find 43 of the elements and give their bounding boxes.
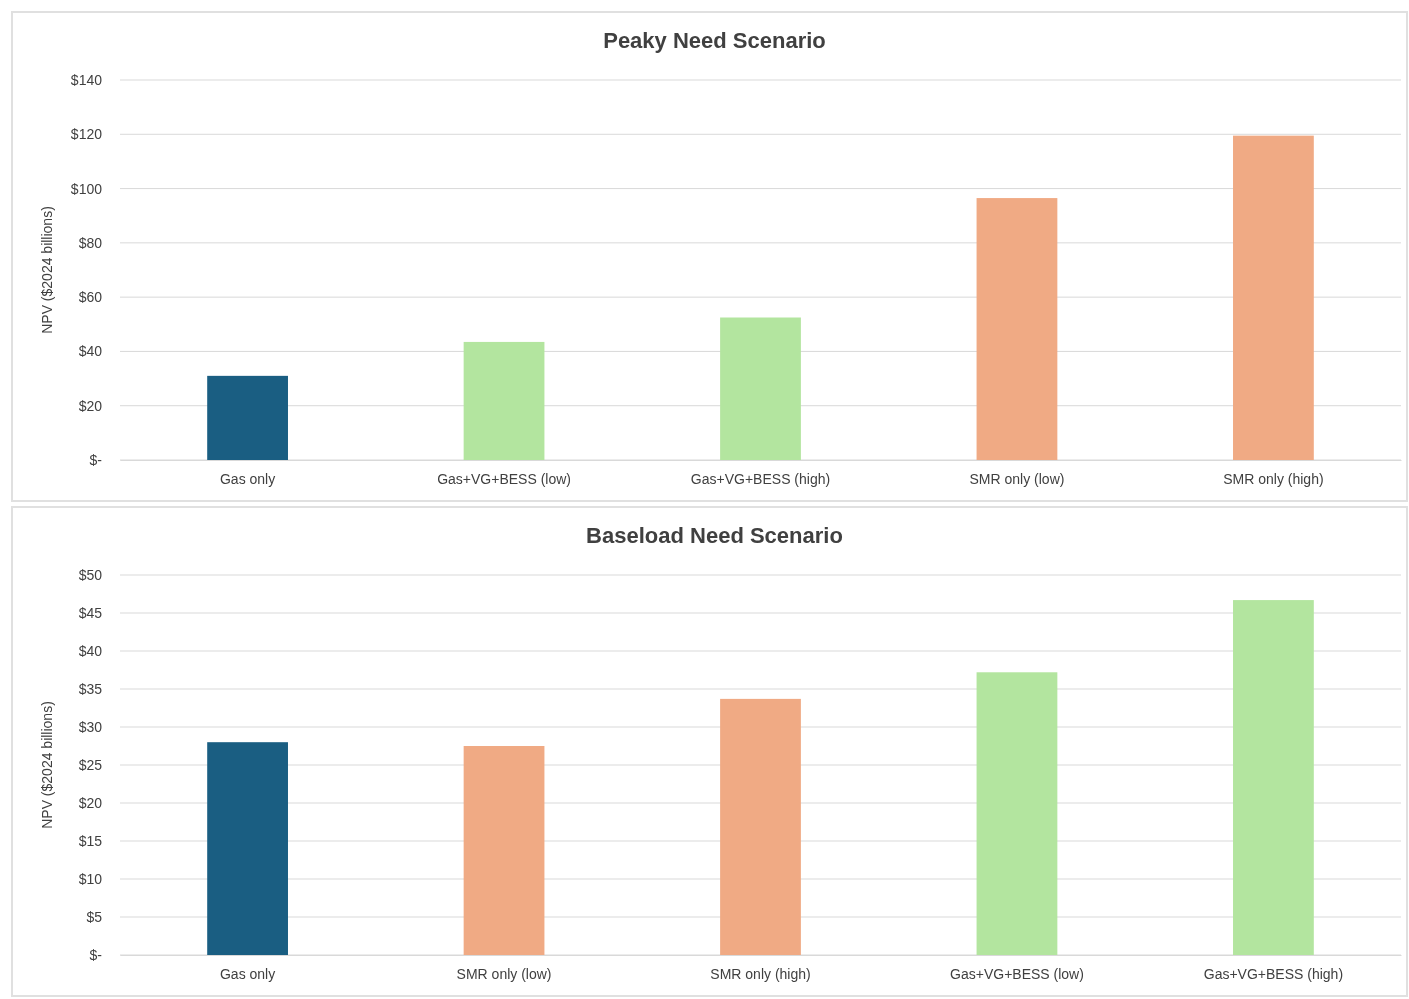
y-tick-label: $15 xyxy=(78,832,103,849)
x-tick-label: SMR only (high) xyxy=(1223,470,1324,487)
y-tick-label: $30 xyxy=(78,718,103,735)
bar xyxy=(1233,600,1314,955)
y-tick-label: $10 xyxy=(78,870,103,887)
bar xyxy=(463,746,545,955)
x-tick-label: Gas+VG+BESS (high) xyxy=(1203,965,1344,982)
y-tick-label: $20 xyxy=(78,397,103,414)
y-axis-title: NPV ($2024 billions) xyxy=(39,701,55,829)
x-tick-label: Gas+VG+BESS (low) xyxy=(437,470,571,487)
x-tick-label: Gas only xyxy=(219,965,276,982)
x-tick-label: SMR only (low) xyxy=(456,965,552,982)
y-tick-label: $40 xyxy=(78,343,103,360)
y-tick-label: $40 xyxy=(78,642,103,659)
y-tick-label: $25 xyxy=(78,756,103,773)
bar xyxy=(720,698,801,955)
bar xyxy=(720,317,801,460)
y-tick-label: $35 xyxy=(78,680,103,697)
x-tick-label: SMR only (high) xyxy=(710,965,811,982)
x-tick-label: Gas+VG+BESS (low) xyxy=(950,965,1084,982)
y-axis-title: NPV ($2024 billions) xyxy=(39,206,55,334)
bar xyxy=(976,672,1058,955)
y-tick-label: $45 xyxy=(78,604,103,621)
y-tick-label: $120 xyxy=(70,126,103,143)
bar xyxy=(207,375,288,460)
y-tick-label: $- xyxy=(89,451,103,468)
y-tick-label: $20 xyxy=(78,794,103,811)
chart-title: Baseload Need Scenario xyxy=(586,523,843,548)
x-tick-label: Gas only xyxy=(219,470,276,487)
x-tick-label: Gas+VG+BESS (high) xyxy=(690,470,831,487)
y-tick-label: $- xyxy=(89,946,103,963)
y-tick-label: $140 xyxy=(70,71,103,88)
bar xyxy=(463,341,545,460)
chart-title: Peaky Need Scenario xyxy=(603,28,826,53)
y-tick-label: $60 xyxy=(78,289,103,306)
bar xyxy=(976,198,1058,460)
bar xyxy=(1233,135,1314,460)
bar xyxy=(207,742,288,955)
y-tick-label: $5 xyxy=(86,908,103,925)
y-tick-label: $50 xyxy=(78,566,103,583)
y-tick-label: $100 xyxy=(70,180,103,197)
y-tick-label: $80 xyxy=(78,234,103,251)
x-tick-label: SMR only (low) xyxy=(969,470,1065,487)
